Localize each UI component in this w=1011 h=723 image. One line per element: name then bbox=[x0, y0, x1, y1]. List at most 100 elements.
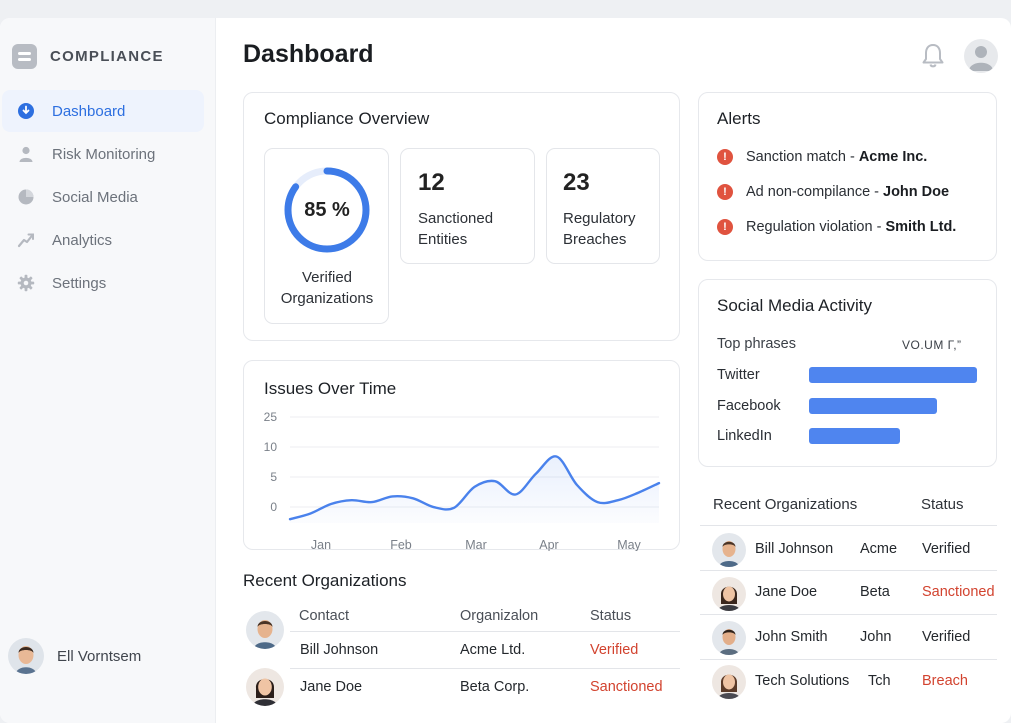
avatar bbox=[246, 611, 284, 649]
alert-message: Sanction match - bbox=[746, 149, 859, 165]
divider bbox=[290, 631, 680, 632]
x-tick-label: Apr bbox=[539, 538, 558, 551]
tile-label-line: Entities bbox=[418, 231, 468, 248]
social-media-activity-card: Social Media Activity Top phrases VO.UM … bbox=[698, 279, 997, 467]
sidebar: COMPLIANCE Dashboard Risk Monitoring Soc… bbox=[0, 18, 216, 723]
sanctioned-entities-tile[interactable]: 12 Sanctioned Entities bbox=[400, 148, 535, 264]
avatar bbox=[712, 533, 746, 567]
issues-line-chart: 25 10 5 0 Jan Feb Mar Apr May bbox=[264, 410, 661, 551]
divider bbox=[290, 668, 680, 669]
alert-item[interactable]: ! Sanction match - Acme Inc. bbox=[717, 149, 927, 165]
avatar bbox=[246, 668, 284, 706]
y-tick-label: 25 bbox=[264, 410, 278, 424]
sidebar-item-settings[interactable]: Settings bbox=[2, 262, 204, 304]
organization-contact[interactable]: Tech Solutions bbox=[755, 673, 850, 689]
x-tick-label: Mar bbox=[465, 538, 487, 551]
x-tick-label: Jan bbox=[311, 538, 331, 551]
divider bbox=[700, 659, 997, 660]
alert-item[interactable]: ! Regulation violation - Smith Ltd. bbox=[717, 219, 956, 235]
organization-name: Beta Corp. bbox=[460, 679, 530, 695]
sidebar-user[interactable]: Ell Vorntsem bbox=[8, 638, 141, 674]
alert-message: Regulation violation - bbox=[746, 219, 886, 235]
tile-label: Sanctioned Entities bbox=[418, 208, 493, 250]
alert-subject: Smith Ltd. bbox=[885, 219, 957, 235]
column-header-organization[interactable]: Organizalon bbox=[460, 608, 539, 624]
brand-logo-icon bbox=[12, 44, 37, 69]
breaches-count: 23 bbox=[563, 169, 590, 196]
alert-subject: Acme Inc. bbox=[858, 149, 928, 165]
verified-progress-ring: 85 % bbox=[282, 165, 372, 255]
series-line-issues bbox=[288, 455, 661, 521]
status-badge: Verified bbox=[590, 642, 639, 658]
organization-name: Beta bbox=[860, 584, 890, 600]
tile-label: Regulatory Breaches bbox=[563, 208, 636, 250]
person-icon bbox=[16, 144, 36, 164]
bell-icon[interactable] bbox=[920, 42, 946, 70]
tile-label-line: Sanctioned bbox=[418, 210, 494, 227]
tile-label: Verified Organizations bbox=[265, 267, 389, 309]
tile-label-line: Regulatory bbox=[563, 210, 636, 227]
sidebar-item-label: Dashboard bbox=[52, 102, 126, 120]
organization-name: John bbox=[860, 629, 892, 645]
tile-label-line: Verified bbox=[301, 269, 353, 286]
brand-name: COMPLIANCE bbox=[50, 48, 164, 65]
trend-arrow-icon bbox=[16, 230, 36, 250]
regulatory-breaches-tile[interactable]: 23 Regulatory Breaches bbox=[546, 148, 660, 264]
organization-contact[interactable]: John Smith bbox=[755, 629, 828, 645]
social-volume-bar bbox=[809, 398, 937, 414]
y-tick-label: 0 bbox=[270, 500, 277, 514]
sidebar-nav: Dashboard Risk Monitoring Social Media A… bbox=[0, 90, 216, 305]
organization-name: Acme Ltd. bbox=[460, 642, 526, 658]
y-tick-label: 5 bbox=[270, 470, 277, 484]
alert-text: Regulation violation - Smith Ltd. bbox=[746, 219, 956, 235]
column-header-contact[interactable]: Contact bbox=[299, 608, 349, 624]
sidebar-item-label: Social Media bbox=[52, 188, 138, 206]
avatar bbox=[712, 621, 746, 655]
brand: COMPLIANCE bbox=[12, 44, 164, 69]
card-title: Issues Over Time bbox=[264, 379, 397, 398]
user-name: Ell Vorntsem bbox=[57, 647, 142, 665]
column-header-phrases: Top phrases bbox=[717, 336, 796, 352]
social-volume-bar bbox=[809, 428, 900, 444]
contact-name[interactable]: Bill Johnson bbox=[300, 642, 379, 658]
sidebar-item-dashboard[interactable]: Dashboard bbox=[2, 90, 204, 132]
alert-text: Sanction match - Acme Inc. bbox=[746, 149, 927, 165]
organization-name: Acme bbox=[860, 541, 898, 557]
social-row-label: Facebook bbox=[717, 398, 781, 414]
card-title: Compliance Overview bbox=[264, 109, 430, 128]
user-avatar-icon[interactable] bbox=[964, 39, 998, 73]
card-title: Alerts bbox=[717, 109, 761, 128]
alerts-card: Alerts ! Sanction match - Acme Inc. ! Ad… bbox=[698, 92, 997, 261]
column-header-status[interactable]: Status bbox=[921, 496, 964, 513]
contact-name[interactable]: Jane Doe bbox=[300, 679, 363, 695]
social-row-label: LinkedIn bbox=[717, 428, 772, 444]
tile-label-line: Breaches bbox=[563, 231, 627, 248]
social-volume-bar bbox=[809, 367, 977, 383]
organization-contact[interactable]: Jane Doe bbox=[755, 584, 818, 600]
card-title: Social Media Activity bbox=[717, 296, 872, 315]
alert-icon: ! bbox=[717, 149, 733, 165]
divider bbox=[700, 570, 997, 571]
sidebar-item-label: Risk Monitoring bbox=[52, 145, 156, 163]
sidebar-item-label: Settings bbox=[52, 274, 107, 292]
alert-text: Ad non-compilance - John Doe bbox=[746, 184, 949, 200]
organization-contact[interactable]: Bill Johnson bbox=[755, 541, 834, 557]
sidebar-item-analytics[interactable]: Analytics bbox=[2, 219, 204, 261]
alert-item[interactable]: ! Ad non-compilance - John Doe bbox=[717, 184, 949, 200]
verified-percent: 85 % bbox=[304, 199, 350, 221]
avatar bbox=[8, 638, 44, 674]
column-header-status[interactable]: Status bbox=[590, 608, 632, 624]
status-badge: Verified bbox=[922, 629, 971, 645]
avatar bbox=[712, 577, 746, 611]
recent-organizations-title: Recent Organizations bbox=[243, 571, 407, 590]
status-badge: Breach bbox=[922, 673, 968, 689]
column-header-volume: VO.UM Г,” bbox=[902, 338, 962, 352]
verified-organizations-tile[interactable]: 85 % Verified Organizations bbox=[264, 148, 389, 324]
sidebar-item-risk-monitoring[interactable]: Risk Monitoring bbox=[2, 133, 204, 175]
social-row-label: Twitter bbox=[717, 367, 760, 383]
x-tick-label: May bbox=[617, 538, 641, 551]
tile-label-line: Organizations bbox=[280, 290, 374, 307]
alert-icon: ! bbox=[717, 219, 733, 235]
sidebar-item-social-media[interactable]: Social Media bbox=[2, 176, 204, 218]
chart-area-fill bbox=[290, 456, 659, 523]
